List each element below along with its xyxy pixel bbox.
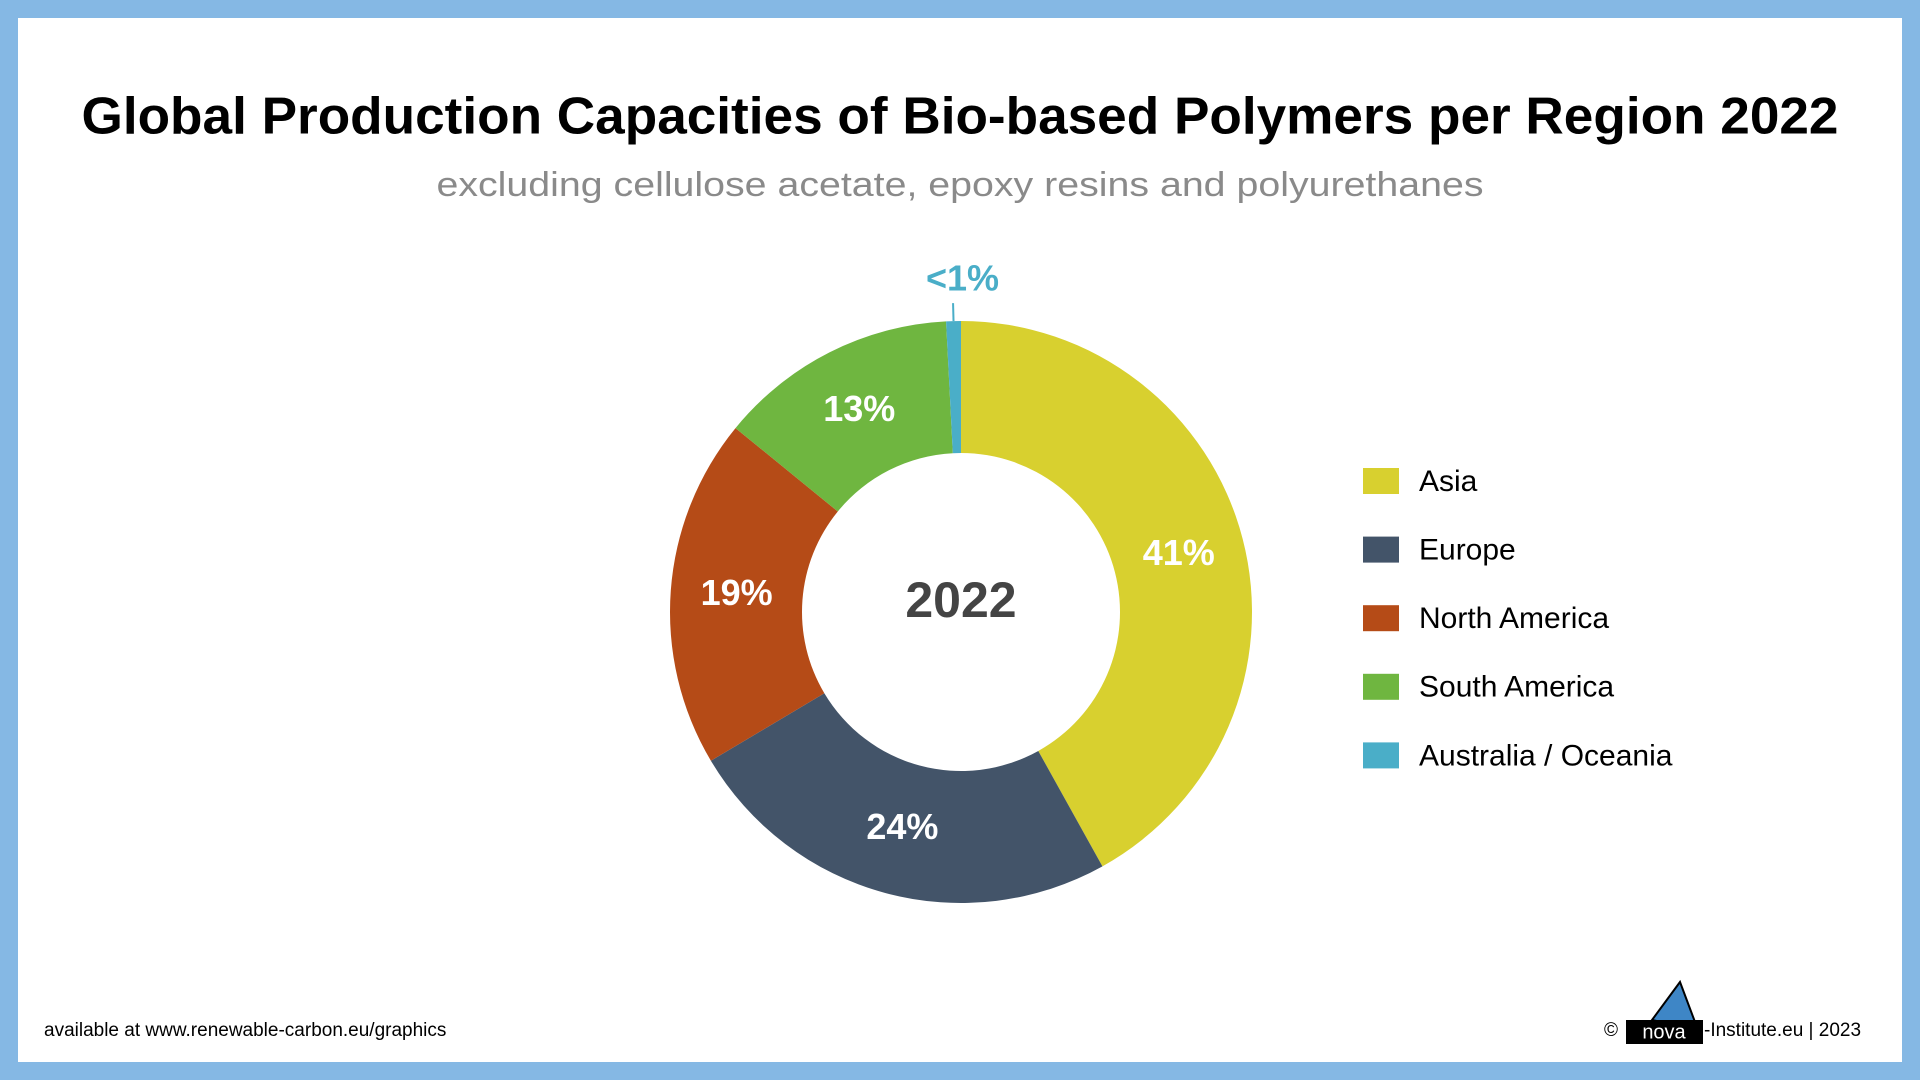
- legend-swatch: [1363, 536, 1399, 563]
- chart-subtitle: excluding cellulose acetate, epoxy resin…: [437, 166, 1484, 204]
- chart-title: Global Production Capacities of Bio-base…: [82, 88, 1839, 146]
- data-label: 24%: [866, 806, 938, 847]
- center-label: 2022: [905, 572, 1016, 628]
- legend-label: Australia / Oceania: [1419, 739, 1673, 772]
- legend-label: Asia: [1419, 465, 1478, 498]
- legend-label: Europe: [1419, 534, 1516, 567]
- slice: [735, 321, 953, 512]
- data-label: <1%: [926, 258, 999, 299]
- data-label: 13%: [823, 388, 895, 429]
- legend-label: South America: [1419, 671, 1614, 704]
- slice: [670, 428, 838, 761]
- footer-copyright: ©: [1604, 1020, 1618, 1041]
- legend-swatch: [1363, 468, 1399, 494]
- logo-box: [1626, 1020, 1703, 1044]
- data-label: 19%: [701, 572, 773, 613]
- data-label: 41%: [1143, 532, 1215, 573]
- legend-swatch: [1363, 605, 1399, 632]
- footer-source: available at www.renewable-carbon.eu/gra…: [44, 1020, 446, 1041]
- legend-label: North America: [1419, 602, 1609, 635]
- logo-text: nova: [1642, 1021, 1686, 1043]
- footer-right: -Institute.eu | 2023: [1704, 1020, 1861, 1041]
- legend-swatch: [1363, 742, 1399, 769]
- slice: [710, 693, 1103, 903]
- slice: [961, 321, 1252, 867]
- slice: [946, 321, 961, 454]
- legend-swatch: [1363, 673, 1399, 700]
